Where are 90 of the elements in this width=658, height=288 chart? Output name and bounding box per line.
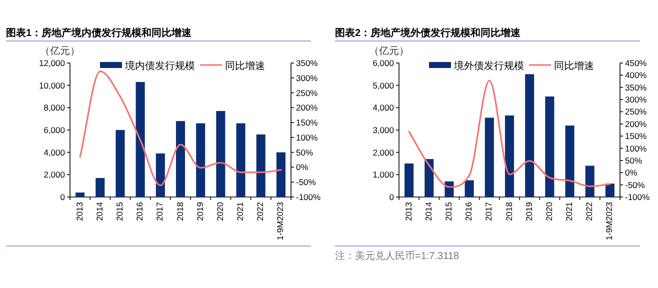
- y-tick-label: 4,000: [372, 102, 394, 113]
- bar: [236, 123, 246, 197]
- chart-title: 图表1：房地产境内债发行规模和同比增速: [6, 27, 193, 39]
- x-tick-label: 2021: [564, 202, 574, 221]
- x-tick-label: 2014: [94, 202, 104, 221]
- x-tick-label: 2019: [194, 202, 205, 221]
- x-tick-label: 2013: [403, 202, 414, 221]
- bar: [605, 184, 614, 197]
- bar: [545, 96, 554, 197]
- y2-tick-label: 100%: [296, 132, 318, 142]
- bar: [464, 180, 474, 197]
- bar: [484, 118, 494, 197]
- bar: [256, 134, 266, 197]
- x-tick-label: 2020: [544, 202, 554, 221]
- bar: [504, 115, 514, 197]
- y-tick-label: 8,000: [44, 102, 66, 113]
- y2-tick-label: -50%: [625, 180, 646, 190]
- y2-tick-label: 350%: [296, 58, 318, 68]
- y2-tick-label: 400%: [625, 70, 648, 80]
- y2-tick-label: 50%: [625, 155, 642, 166]
- x-tick-label: 1-9M2023: [275, 202, 286, 240]
- bar: [96, 178, 105, 197]
- y2-tick-label: 150%: [625, 131, 648, 142]
- y-tick-label: 0: [60, 192, 66, 202]
- x-tick-label: 2020: [214, 202, 225, 221]
- y-tick-label: 4,000: [44, 147, 66, 158]
- y2-tick-label: 350%: [625, 82, 648, 92]
- bar: [404, 164, 414, 197]
- y2-tick-label: 150%: [296, 118, 318, 128]
- bar: [565, 126, 574, 197]
- y2-tick-label: 0%: [625, 168, 638, 178]
- y-axis-title: （亿元）: [40, 46, 80, 57]
- x-tick-label: 2015: [443, 202, 454, 221]
- legend-label: 同比增速: [554, 60, 594, 72]
- x-tick-label: 2018: [504, 202, 514, 221]
- y2-tick-label: 200%: [625, 118, 648, 129]
- y2-tick-label: 250%: [296, 88, 318, 98]
- bar: [276, 152, 286, 197]
- x-tick-label: 2018: [174, 202, 185, 221]
- y-tick-label: 2,000: [372, 147, 394, 158]
- y2-tick-label: 200%: [296, 102, 318, 113]
- y-tick-label: 5,000: [372, 80, 394, 90]
- legend-label: 境内债发行规模: [124, 60, 195, 72]
- y2-tick-label: -100%: [625, 192, 650, 202]
- y2-tick-label: 300%: [296, 72, 318, 83]
- legend-label: 同比增速: [225, 60, 265, 72]
- y-tick-label: 10,000: [39, 80, 66, 90]
- bar: [76, 192, 85, 197]
- line-series: [79, 70, 282, 186]
- x-tick-label: 2016: [134, 202, 145, 221]
- y2-tick-label: -100%: [296, 192, 322, 202]
- bar: [585, 166, 594, 197]
- x-tick-label: 2019: [524, 202, 534, 221]
- x-tick-label: 2013: [74, 202, 84, 221]
- x-tick-label: 2017: [154, 202, 165, 221]
- x-tick-label: 2022: [584, 202, 594, 221]
- bar: [156, 153, 165, 197]
- bar: [424, 159, 434, 197]
- y2-tick-label: 300%: [625, 94, 648, 105]
- legend-label: 境外债发行规模: [453, 60, 524, 72]
- text: 注：美元兑人民币=1:7.3118: [335, 250, 460, 262]
- x-tick-label: 2021: [235, 202, 246, 221]
- y2-tick-label: 0%: [296, 162, 309, 172]
- y2-tick-label: 450%: [625, 58, 648, 68]
- x-tick-label: 2017: [484, 202, 494, 221]
- y-tick-label: 6,000: [44, 125, 66, 135]
- bar: [176, 121, 186, 197]
- y-axis-title: （亿元）: [369, 46, 409, 57]
- y-tick-label: 2,000: [44, 170, 66, 180]
- y2-tick-label: -50%: [296, 177, 316, 188]
- y2-tick-label: 50%: [296, 147, 314, 158]
- x-tick-label: 2022: [255, 202, 266, 221]
- bar: [116, 130, 125, 197]
- y-tick-label: 6,000: [372, 58, 394, 68]
- line-series: [408, 80, 611, 188]
- y2-tick-label: 100%: [625, 143, 648, 154]
- y-tick-label: 1,000: [372, 170, 394, 180]
- y-tick-label: 3,000: [372, 125, 394, 135]
- y-tick-label: 12,000: [39, 58, 66, 68]
- x-tick-label: 2016: [464, 202, 474, 221]
- y2-tick-label: 250%: [625, 106, 648, 117]
- chart-title: 图表2：房地产境外债发行规模和同比增速: [335, 27, 522, 39]
- x-tick-label: 2014: [423, 202, 434, 221]
- y-tick-label: 0: [389, 192, 394, 202]
- bar: [136, 82, 145, 197]
- bar: [196, 123, 206, 197]
- bar: [216, 111, 226, 197]
- x-tick-label: 1-9M2023: [604, 202, 614, 240]
- x-tick-label: 2015: [114, 202, 124, 221]
- bar: [525, 74, 534, 197]
